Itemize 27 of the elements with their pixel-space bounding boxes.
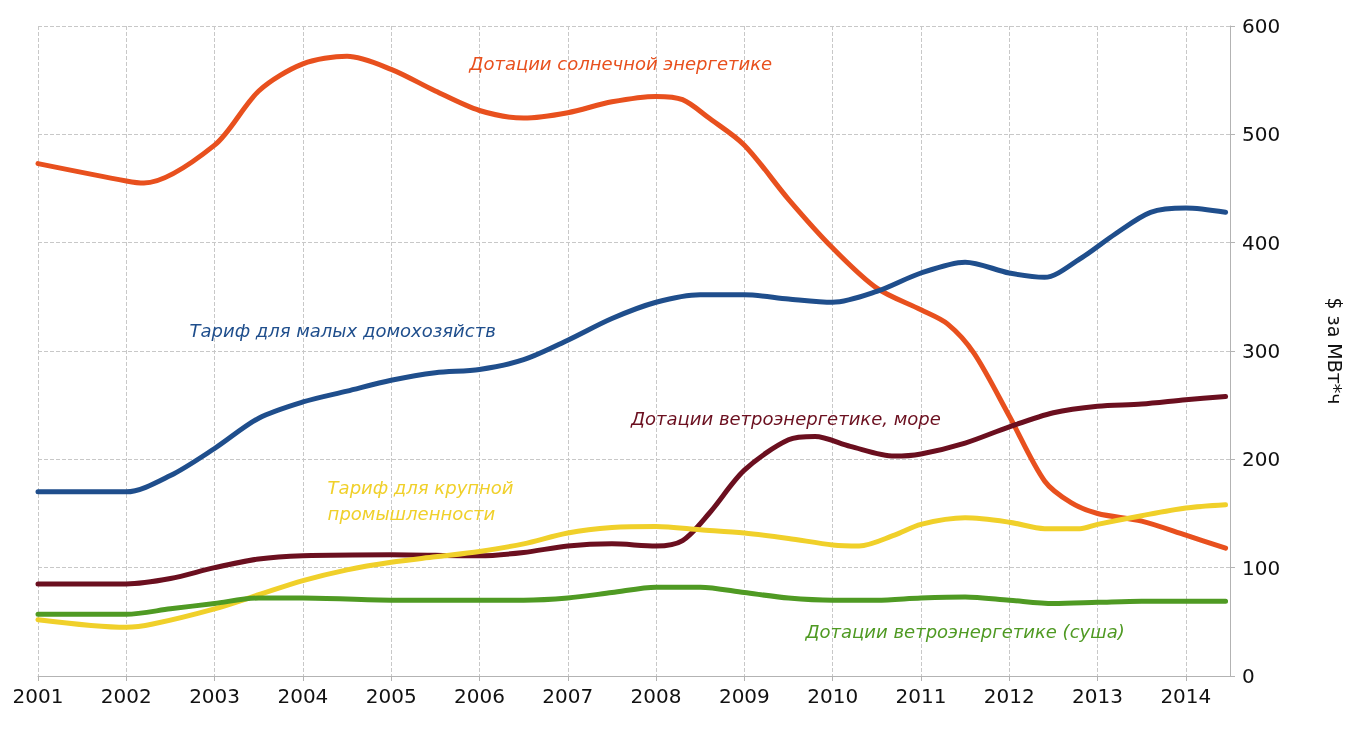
x-tick-label: 2014 <box>1160 684 1212 708</box>
y-tick-label: 400 <box>1242 230 1281 255</box>
y-axis-title: $ за МВт*ч <box>1323 297 1346 405</box>
x-tick-label: 2005 <box>365 684 417 708</box>
x-tick-label: 2010 <box>807 684 859 708</box>
x-tick-label: 2003 <box>189 684 241 708</box>
series-label: Дотации ветроэнергетике (суша) <box>804 621 1125 643</box>
x-tick-label: 2004 <box>277 684 329 708</box>
x-tick-label: 2013 <box>1072 684 1124 708</box>
y-tick-label: 500 <box>1242 122 1281 147</box>
series-label: Тариф для крупной промышленности <box>327 477 520 524</box>
series-label: Тариф для малых домохозяйств <box>189 319 496 341</box>
x-tick-label: 2009 <box>718 684 770 708</box>
x-tick-label: 2006 <box>454 684 505 708</box>
y-tick-label: 100 <box>1242 555 1281 580</box>
series-label: Дотации ветроэнергетике, море <box>629 407 941 429</box>
x-tick-label: 2008 <box>630 684 682 708</box>
x-tick-label: 2011 <box>895 684 947 708</box>
y-tick-label: 0 <box>1242 664 1255 688</box>
y-tick-label: 300 <box>1242 339 1281 363</box>
x-tick-label: 2012 <box>983 684 1035 708</box>
x-tick-label: 2007 <box>542 684 594 708</box>
y-tick-label: 200 <box>1242 447 1281 472</box>
x-tick-label: 2002 <box>100 684 152 708</box>
y-tick-label: 600 <box>1242 14 1281 38</box>
x-tick-label: 2001 <box>12 684 64 708</box>
series-label: Дотации солнечной энергетике <box>468 53 773 75</box>
